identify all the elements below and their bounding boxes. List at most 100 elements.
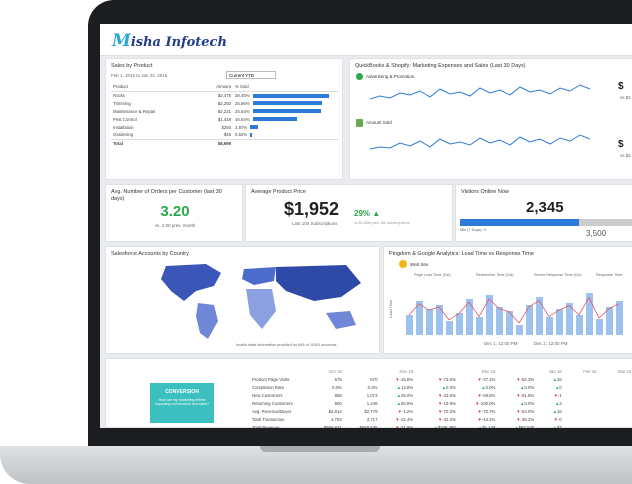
legend-item: Page Load Time (GA) (414, 273, 451, 277)
dashboard-screen: Misha Infotech Sales by Product Feb 1, 2… (100, 24, 632, 428)
legend-item: Server Response Time (GA) (534, 273, 582, 277)
pingdom-card: Pingdom & Google Analytics: Load Time vs… (383, 246, 632, 354)
world-map (161, 264, 361, 339)
pct-bar (252, 93, 329, 98)
ads-icon (356, 73, 363, 80)
orders-card: Avg. Number of Orders per Customer (last… (105, 184, 243, 242)
laptop-notch (260, 446, 380, 452)
price-sub: Last 100 Subscriptions (292, 221, 338, 226)
ads-value: $ (618, 81, 624, 92)
pct-bar (252, 101, 322, 106)
conversion-card: CONVERSION How are my marketing efforts … (105, 358, 632, 428)
response-time-line (408, 296, 620, 324)
shopify-icon (356, 119, 363, 127)
table-row: Rocks $2,475 28.45% (111, 91, 339, 99)
table-row: Completion Rate 0.3% 0.3% ▲12.8% ▲0.0% ▲0.0% ▲… (252, 384, 562, 390)
load-time-bar (566, 303, 573, 335)
y-axis-label: Load Time (388, 300, 393, 318)
load-time-bar (416, 301, 423, 335)
sales-by-product-card: Sales by Product Feb 1, 2015 to Jan 22, … (105, 58, 343, 180)
top-bar: Misha Infotech (100, 24, 632, 56)
row-label: Amount Sold (366, 120, 392, 125)
conversion-badge[interactable]: CONVERSION How are my marketing efforts … (150, 383, 214, 423)
salesforce-card: Salesforce Accounts by Country Invalid s… (105, 246, 380, 354)
laptop-base (0, 446, 632, 484)
table-row: Product Page Visits 675 570 ▼-15.6% ▼-73.6% ▼… (252, 376, 562, 382)
load-time-bar (596, 319, 603, 335)
table-row: Maintenance & Repair $2,231 25.64% (111, 107, 339, 115)
x-tick: Dec 2, 12:00 PM (534, 341, 568, 346)
visitors-target: 3,500 (586, 229, 607, 238)
card-title: Sales by Product (111, 63, 153, 69)
table-row: Total Revenue $966,831 $658,535 ▼-31.9% ▲$33… (252, 424, 562, 429)
visitors-card: Visitors Online Now 2,345 Min (7 Days): … (455, 184, 632, 242)
card-title: Avg. Number of Orders per Customer (last… (111, 189, 222, 202)
column-header: Jan 16 (548, 368, 562, 374)
column-header: Feb 16 (583, 368, 597, 374)
card-title: Pingdom & Google Analytics: Load Time vs… (389, 251, 534, 257)
sales-value: $ (618, 139, 624, 150)
company-logo[interactable]: Misha Infotech (112, 31, 227, 51)
pct-bar (252, 117, 297, 122)
column-header: Nov 15 (399, 368, 414, 374)
visitors-min: Min (7 Days): 0 (460, 228, 486, 232)
x-tick: Dec 1, 12:00 PM (484, 341, 518, 346)
legend-item: Response Time (596, 273, 623, 277)
price-vs: vs $1,506 prev 100 subscriptions (354, 221, 410, 225)
table-row: Returning Customers 900 1,448 ▲60.9% ▼-19.9%… (252, 400, 562, 406)
card-title: Average Product Price (251, 189, 306, 195)
load-time-bar (446, 321, 453, 335)
table-row: Gardening $45 0.52% (111, 131, 339, 139)
load-time-bar (406, 315, 413, 335)
ads-sparkline (370, 84, 590, 100)
load-time-bar (506, 311, 513, 335)
visitors-gauge (460, 219, 632, 226)
column-header: Dec 15 (481, 368, 496, 374)
column-header: Mar 16 (618, 368, 632, 374)
table-row: New Customers 858 1,073 ▲25.0% ▼-23.6% ▼-59.5… (252, 392, 562, 398)
load-time-chart (406, 293, 623, 335)
load-time-bar (546, 317, 553, 335)
pct-bar (250, 133, 253, 138)
load-time-bar (476, 317, 483, 335)
table-row: Pest Control $1,448 16.64% (111, 115, 339, 123)
sales-sparkline (370, 134, 590, 150)
load-time-bar (466, 299, 473, 335)
legend-item: Redirection Time (GA) (476, 273, 514, 277)
orders-compare: vs. 2.00 prev. month (154, 223, 196, 228)
orders-value: 3.20 (160, 203, 190, 220)
load-time-bar (536, 297, 543, 335)
quickbooks-card: QuickBooks & Shopify: Marketing Expenses… (349, 58, 632, 180)
card-title: Visitors Online Now (461, 189, 509, 195)
sales-table: Product Amount% Sold Rocks $2,475 28.45% Tri… (111, 83, 339, 147)
pingdom-icon (399, 260, 407, 268)
load-time-bar (576, 315, 583, 335)
load-time-bar (496, 307, 503, 335)
table-row: Total Transaction 4,793 3,717 ▼-22.4% ▼-42.2… (252, 416, 562, 422)
site-label: Web Site (410, 262, 429, 267)
row-label: Advertising & Promotion (366, 74, 415, 79)
load-time-bar (606, 307, 613, 335)
load-time-bar (486, 295, 493, 335)
date-range: Feb 1, 2015 to Jan 22, 2016 (111, 73, 168, 78)
table-row: Installation $250 2.87% (111, 123, 339, 131)
load-time-bar (616, 301, 623, 335)
column-header: Oct 15 (329, 368, 342, 374)
period-select[interactable]: Current YTD (226, 71, 276, 79)
card-title: Salesforce Accounts by Country (111, 251, 189, 257)
load-time-bar (586, 293, 593, 335)
price-card: Average Product Price $1,952 Last 100 Su… (245, 184, 453, 242)
load-time-bar (516, 325, 523, 335)
pct-bar (250, 125, 259, 130)
load-time-bar (556, 309, 563, 335)
conversion-table: Oct 15 Nov 15 Dec 15 Jan 16 Feb 16 Mar 16 Prod… (250, 367, 632, 429)
load-time-bar (426, 309, 433, 335)
load-time-bar (526, 305, 533, 335)
price-pct: 29% ▲ (354, 209, 381, 218)
price-value: $1,952 (284, 199, 340, 219)
table-row: Trimming $2,250 25.86% (111, 99, 339, 107)
ads-compare: vs $2 (620, 95, 631, 100)
visitors-value: 2,345 (526, 199, 564, 216)
pct-bar (252, 109, 321, 114)
